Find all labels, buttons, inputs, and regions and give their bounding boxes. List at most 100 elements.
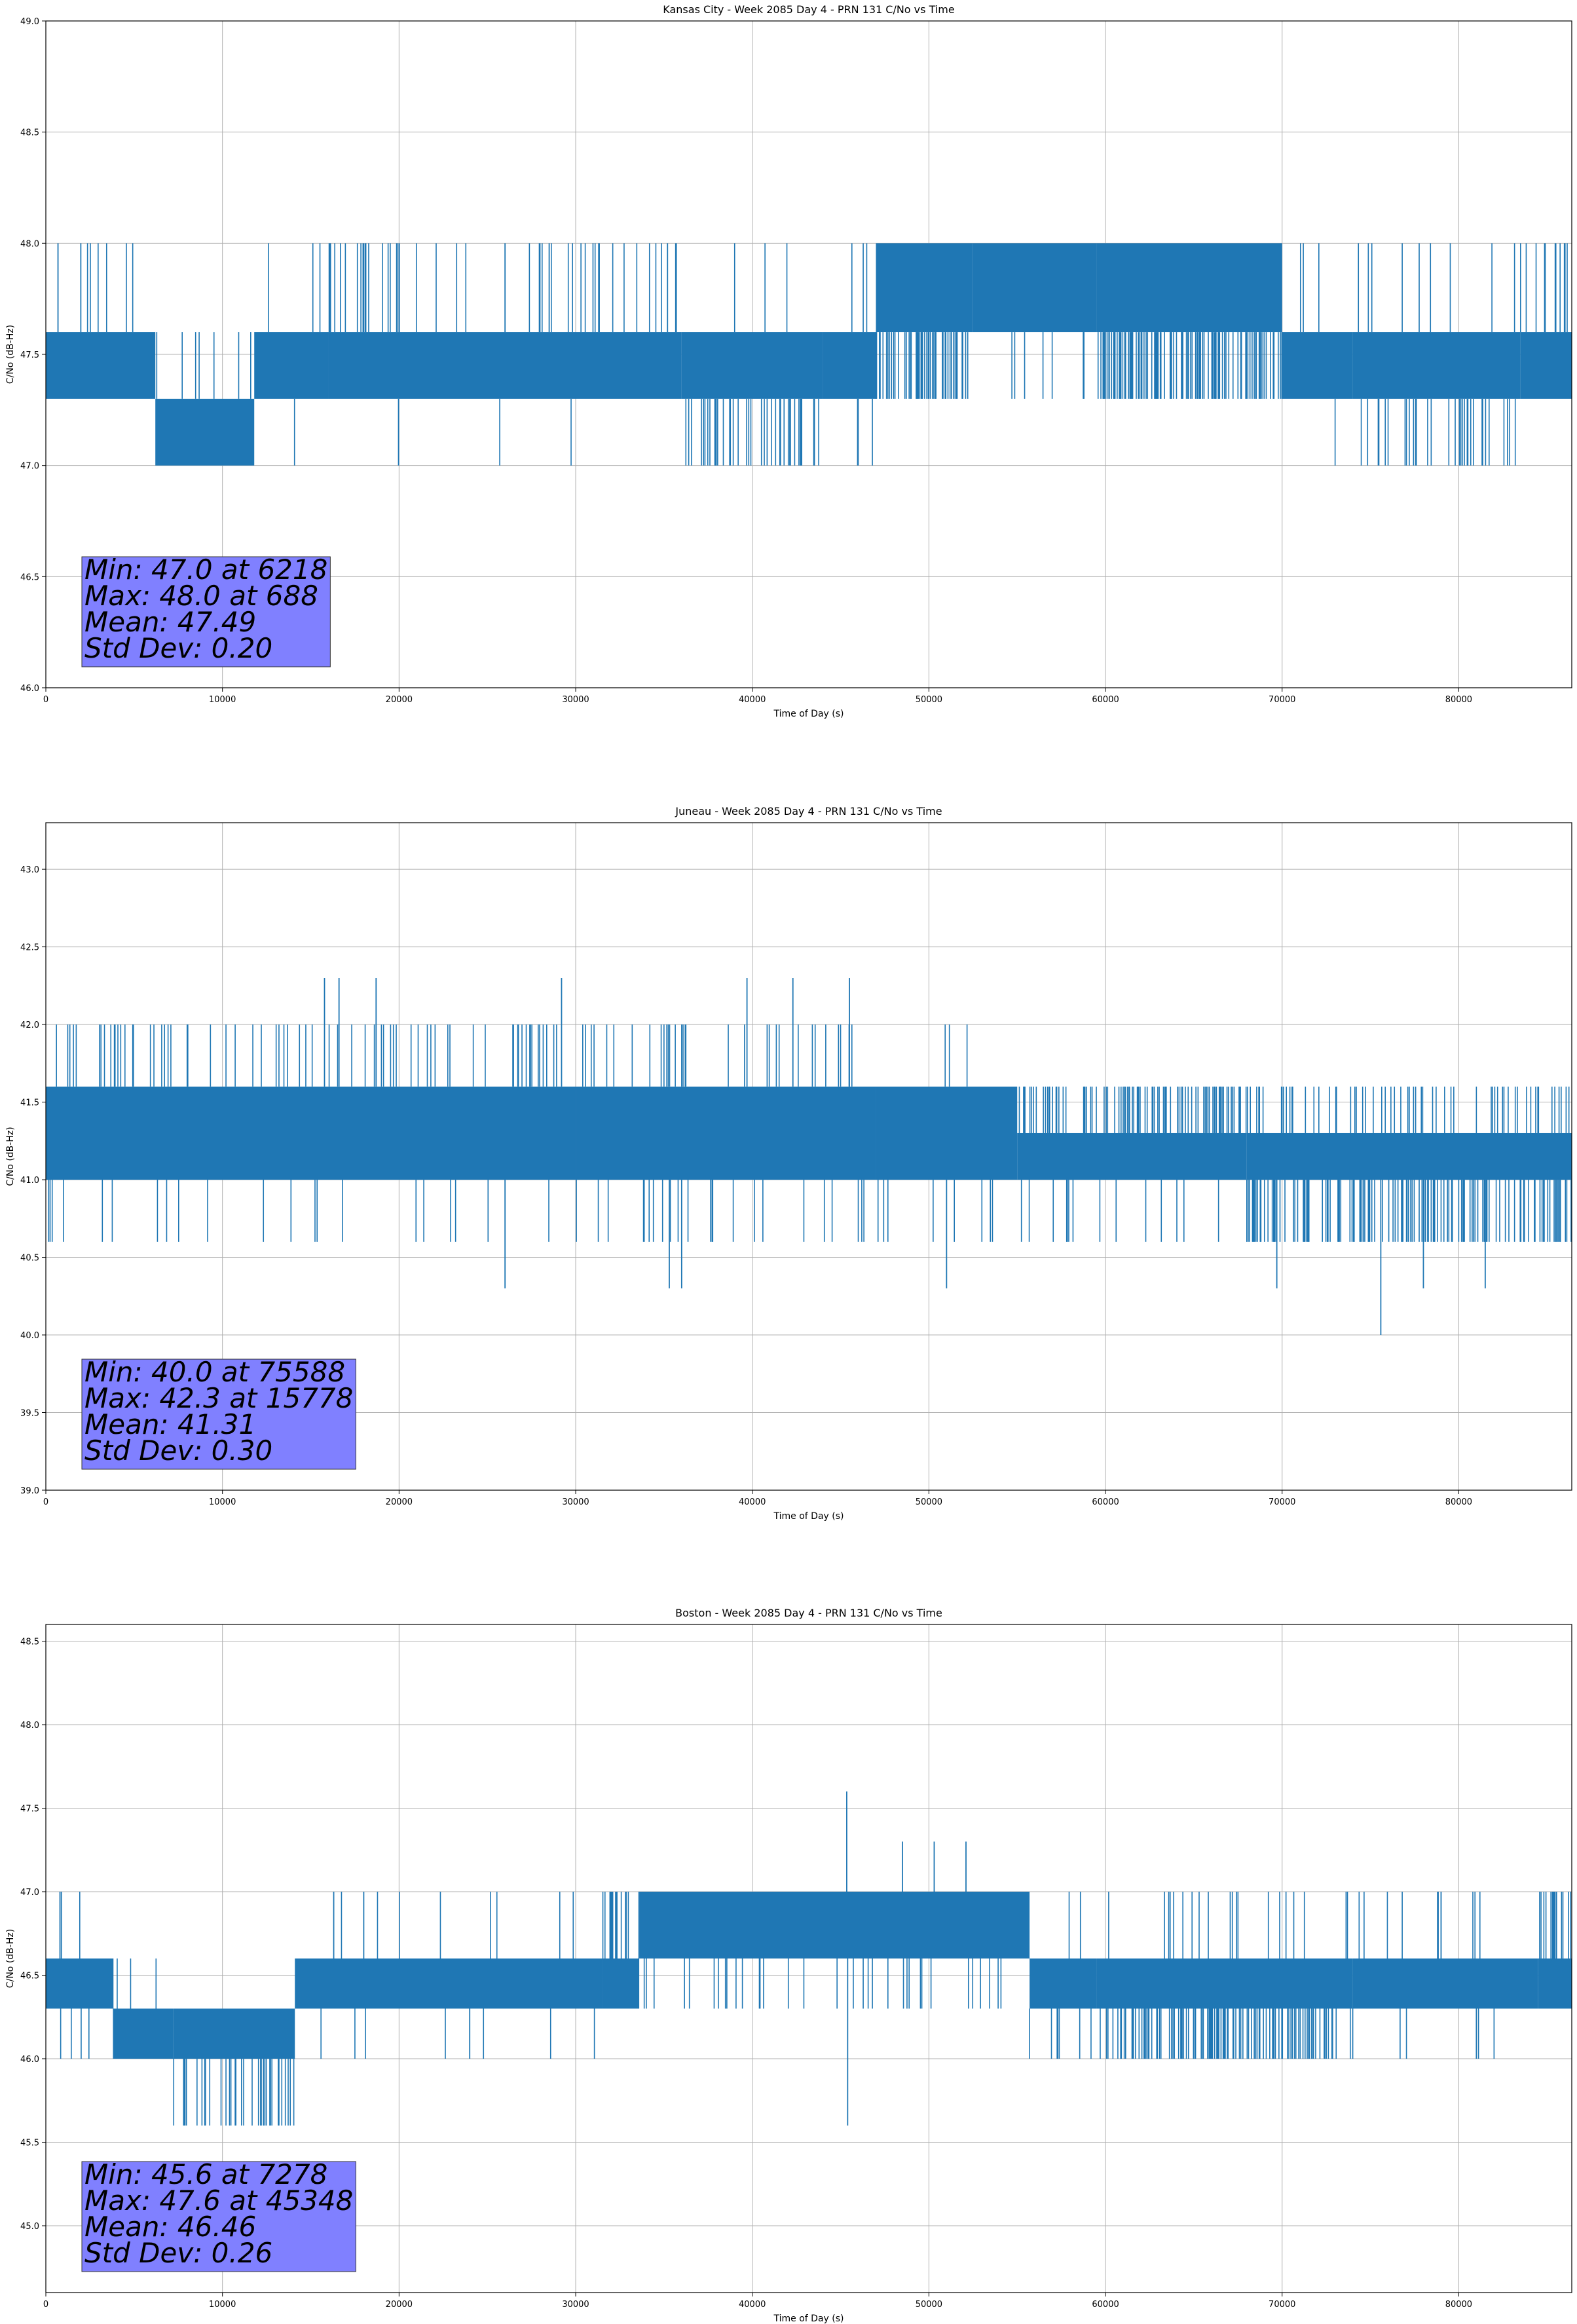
y-tick-label: 40.5 xyxy=(20,1254,39,1264)
ticks: 0 10000 20000 30000 40000 50000 60000 70000 8000… xyxy=(20,17,1472,705)
y-axis-label: C/No (dB-Hz) xyxy=(5,1929,16,1988)
signal-band xyxy=(1520,332,1572,399)
y-tick-label: 46.5 xyxy=(20,1972,39,1981)
x-tick-label: 60000 xyxy=(1092,1497,1119,1507)
signal-band xyxy=(254,332,329,399)
signal-band xyxy=(576,1086,876,1180)
y-tick-label: 49.0 xyxy=(20,17,39,27)
y-tick-label: 47.5 xyxy=(20,350,39,360)
signal-band xyxy=(876,1086,1018,1180)
signal-band xyxy=(369,332,682,399)
signal-band xyxy=(46,332,156,399)
signal-band xyxy=(155,398,255,466)
x-tick-label: 30000 xyxy=(562,695,589,705)
stats-line: Max: 47.6 at 45348 xyxy=(84,2184,353,2217)
y-tick-label: 45.0 xyxy=(20,2222,39,2232)
signal-band xyxy=(46,1086,576,1180)
chart-panel-1: Kansas City - Week 2085 Day 4 - PRN 131 … xyxy=(5,3,1572,719)
x-tick-label: 20000 xyxy=(386,695,413,705)
chart-title: Juneau - Week 2085 Day 4 - PRN 131 C/No … xyxy=(675,805,942,817)
x-tick-label: 60000 xyxy=(1092,2300,1119,2310)
x-tick-label: 20000 xyxy=(386,2300,413,2310)
x-tick-label: 40000 xyxy=(739,695,766,705)
x-tick-label: 70000 xyxy=(1269,1497,1295,1507)
y-tick-label: 48.5 xyxy=(20,1638,39,1647)
x-tick-label: 10000 xyxy=(209,2300,236,2310)
x-tick-label: 40000 xyxy=(739,2300,766,2310)
x-tick-label: 10000 xyxy=(209,695,236,705)
stats-box-background xyxy=(81,1359,356,1470)
signal-band xyxy=(1017,1133,1247,1180)
signal-band xyxy=(1538,1959,1572,2009)
stats-box-background xyxy=(81,556,331,667)
signal-band xyxy=(1352,332,1521,399)
x-axis-label: Time of Day (s) xyxy=(773,1511,844,1522)
x-tick-label: 50000 xyxy=(916,1497,942,1507)
y-tick-label: 48.0 xyxy=(20,239,39,249)
y-tick-label: 39.0 xyxy=(20,1486,39,1496)
x-tick-label: 60000 xyxy=(1092,695,1119,705)
signal-band xyxy=(173,2008,295,2059)
x-axis-label: Time of Day (s) xyxy=(773,709,844,719)
stats-line: Max: 48.0 at 688 xyxy=(84,580,318,612)
signal-band xyxy=(639,1892,1030,1959)
ticks: 0 10000 20000 30000 40000 50000 60000 70000 8000… xyxy=(20,1638,1472,2310)
signal-band xyxy=(876,243,973,333)
signal-band xyxy=(1096,243,1282,333)
ticks: 0 10000 20000 30000 40000 50000 60000 70000 8000… xyxy=(20,865,1472,1507)
signal-band xyxy=(113,2008,174,2059)
chart-title: Boston - Week 2085 Day 4 - PRN 131 C/No … xyxy=(675,1607,942,1619)
stats-line: Mean: 41.31 xyxy=(84,1408,256,1440)
x-tick-label: 80000 xyxy=(1445,2300,1472,2310)
x-tick-label: 50000 xyxy=(916,2300,942,2310)
signal-band xyxy=(328,332,369,399)
x-tick-label: 0 xyxy=(43,2300,48,2310)
series-cno xyxy=(46,977,1572,1336)
y-tick-label: 42.0 xyxy=(20,1021,39,1030)
y-tick-label: 39.5 xyxy=(20,1409,39,1419)
y-tick-label: 47.5 xyxy=(20,1805,39,1814)
stats-line: Mean: 46.46 xyxy=(84,2211,256,2243)
stats-box-background xyxy=(81,2161,356,2272)
x-tick-label: 40000 xyxy=(739,1497,766,1507)
y-tick-label: 48.5 xyxy=(20,128,39,138)
signal-band xyxy=(1246,1133,1572,1180)
y-tick-label: 46.5 xyxy=(20,572,39,582)
x-tick-label: 0 xyxy=(43,1497,48,1507)
y-tick-label: 42.5 xyxy=(20,943,39,953)
x-tick-label: 70000 xyxy=(1269,2300,1295,2310)
y-axis-label: C/No (dB-Hz) xyxy=(5,325,16,384)
signal-band xyxy=(1030,1959,1097,2009)
axes-frame xyxy=(45,822,1572,1491)
x-tick-label: 0 xyxy=(43,695,48,705)
stats-line: Std Dev: 0.26 xyxy=(84,2237,272,2269)
y-tick-label: 43.0 xyxy=(20,865,39,875)
axes-frame xyxy=(45,1624,1572,2293)
y-tick-label: 41.0 xyxy=(20,1176,39,1186)
series-cno xyxy=(46,1791,1572,2126)
x-tick-label: 20000 xyxy=(386,1497,413,1507)
x-tick-label: 50000 xyxy=(916,695,942,705)
x-tick-label: 30000 xyxy=(562,2300,589,2310)
stats-line: Min: 47.0 at 6218 xyxy=(84,553,327,586)
y-tick-label: 46.0 xyxy=(20,2055,39,2065)
signal-band xyxy=(1352,1959,1538,2009)
x-tick-label: 30000 xyxy=(562,1497,589,1507)
signal-band xyxy=(295,1959,603,2009)
y-tick-label: 41.5 xyxy=(20,1098,39,1108)
stats-line: Min: 40.0 at 75588 xyxy=(84,1356,345,1388)
stats-line: Std Dev: 0.30 xyxy=(84,1434,272,1467)
chart-title: Kansas City - Week 2085 Day 4 - PRN 131 … xyxy=(663,3,954,16)
signal-band xyxy=(823,332,876,399)
y-tick-label: 48.0 xyxy=(20,1721,39,1731)
stats-line: Max: 42.3 at 15778 xyxy=(84,1382,353,1414)
x-tick-label: 80000 xyxy=(1445,695,1472,705)
signal-band xyxy=(1096,1959,1353,2009)
signal-band xyxy=(1282,332,1353,399)
y-tick-label: 46.0 xyxy=(20,684,39,694)
y-axis-label: C/No (dB-Hz) xyxy=(5,1127,16,1186)
signal-band xyxy=(681,332,823,399)
y-tick-label: 40.0 xyxy=(20,1331,39,1341)
